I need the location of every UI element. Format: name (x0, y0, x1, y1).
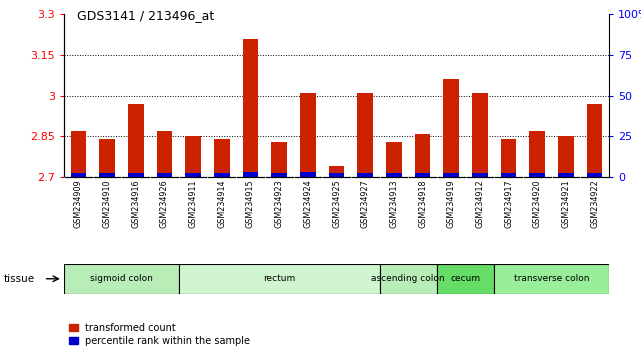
Bar (329, 173, 344, 177)
Bar (529, 131, 545, 177)
Text: cecum: cecum (451, 274, 481, 283)
Bar (415, 173, 431, 177)
Bar (214, 173, 229, 177)
Text: GSM234914: GSM234914 (217, 179, 226, 228)
Text: GSM234912: GSM234912 (476, 179, 485, 228)
Bar (444, 79, 459, 177)
Text: transverse colon: transverse colon (514, 274, 589, 283)
Bar (156, 173, 172, 177)
Bar (386, 173, 402, 177)
Text: GSM234911: GSM234911 (188, 179, 197, 228)
Bar (415, 133, 431, 177)
Bar (185, 173, 201, 177)
Text: GSM234923: GSM234923 (275, 179, 284, 228)
Bar (71, 173, 87, 177)
Bar (214, 139, 229, 177)
Bar (472, 93, 488, 177)
Bar (179, 264, 379, 294)
Bar (242, 39, 258, 177)
Text: GSM234917: GSM234917 (504, 179, 513, 228)
Bar (99, 139, 115, 177)
Text: GSM234919: GSM234919 (447, 179, 456, 228)
Bar (300, 93, 316, 177)
Bar (357, 93, 373, 177)
Bar (64, 264, 179, 294)
Bar (357, 173, 373, 177)
Bar (156, 131, 172, 177)
Bar (128, 104, 144, 177)
Bar (329, 166, 344, 177)
Text: GSM234916: GSM234916 (131, 179, 140, 228)
Text: tissue: tissue (3, 274, 35, 284)
Text: ascending colon: ascending colon (371, 274, 445, 283)
Text: GSM234926: GSM234926 (160, 179, 169, 228)
Bar (437, 264, 494, 294)
Bar (185, 136, 201, 177)
Bar (128, 173, 144, 177)
Text: GSM234915: GSM234915 (246, 179, 255, 228)
Bar (379, 264, 437, 294)
Bar (71, 131, 87, 177)
Bar (300, 172, 316, 177)
Bar (529, 173, 545, 177)
Text: GDS3141 / 213496_at: GDS3141 / 213496_at (77, 9, 214, 22)
Text: GSM234921: GSM234921 (562, 179, 570, 228)
Text: GSM234910: GSM234910 (103, 179, 112, 228)
Bar (587, 173, 603, 177)
Text: GSM234924: GSM234924 (303, 179, 312, 228)
Bar (444, 173, 459, 177)
Text: rectum: rectum (263, 274, 296, 283)
Bar (271, 173, 287, 177)
Bar (386, 142, 402, 177)
Bar (472, 173, 488, 177)
Text: GSM234925: GSM234925 (332, 179, 341, 228)
Text: GSM234918: GSM234918 (418, 179, 427, 228)
Bar (501, 173, 517, 177)
Text: sigmoid colon: sigmoid colon (90, 274, 153, 283)
Legend: transformed count, percentile rank within the sample: transformed count, percentile rank withi… (69, 323, 251, 346)
Bar (99, 173, 115, 177)
Text: GSM234927: GSM234927 (361, 179, 370, 228)
Bar (242, 172, 258, 177)
Bar (501, 139, 517, 177)
Text: GSM234922: GSM234922 (590, 179, 599, 228)
Text: GSM234909: GSM234909 (74, 179, 83, 228)
Bar (558, 136, 574, 177)
Text: GSM234913: GSM234913 (389, 179, 398, 228)
Bar (271, 142, 287, 177)
Bar (587, 104, 603, 177)
Bar (494, 264, 609, 294)
Bar (558, 173, 574, 177)
Text: GSM234920: GSM234920 (533, 179, 542, 228)
